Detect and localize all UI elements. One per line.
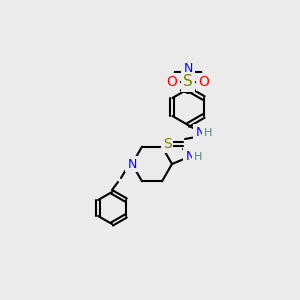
Text: H: H — [194, 152, 202, 162]
Text: O: O — [167, 75, 177, 89]
Text: S: S — [183, 74, 193, 89]
Text: N: N — [195, 125, 205, 139]
Text: O: O — [199, 75, 209, 89]
Text: N: N — [127, 158, 137, 170]
Text: H: H — [204, 128, 212, 138]
Text: N: N — [183, 61, 193, 74]
Text: N: N — [185, 149, 195, 163]
Text: S: S — [163, 137, 171, 151]
